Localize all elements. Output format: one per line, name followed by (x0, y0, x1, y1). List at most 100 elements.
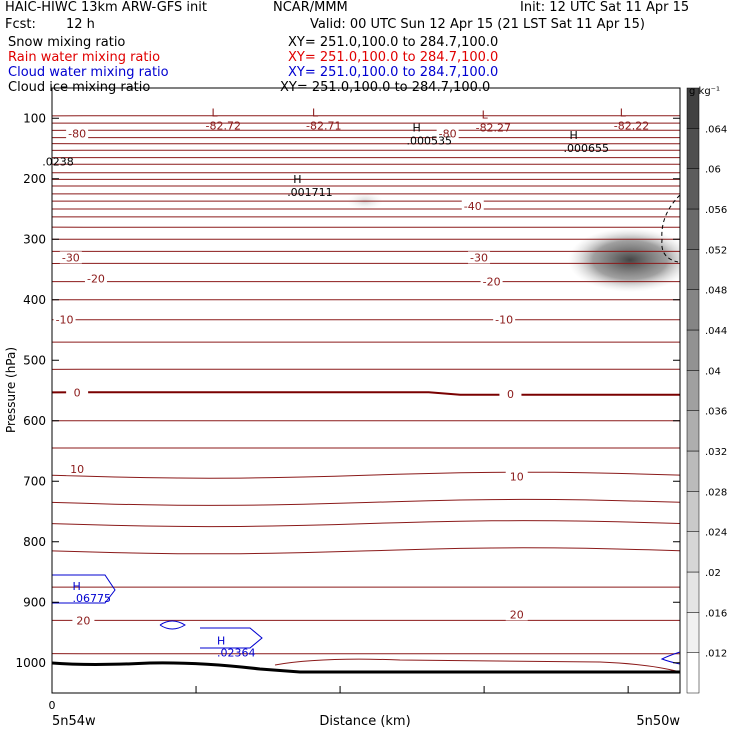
cloud-water-mark: H (217, 635, 225, 648)
label-background (493, 313, 516, 326)
colorbar-swatch (686, 208, 700, 250)
extremum-mark: H (293, 173, 301, 186)
label-background (505, 608, 528, 621)
cloud-water-mark: H (73, 580, 81, 593)
colorbar-swatch (686, 289, 700, 331)
valid-time: Valid: 00 UTC Sun 12 Apr 15 (21 LST Sat … (310, 17, 645, 32)
y-tick-label: 500 (23, 353, 46, 367)
field-rain-xy: XY= 251.0,100.0 to 284.7,100.0 (288, 50, 499, 65)
y-tick-label: 700 (23, 474, 46, 488)
label-background (59, 251, 82, 264)
fcst-label: Fcst: (5, 17, 36, 32)
label-background (499, 388, 522, 401)
y-tick-label: 900 (23, 595, 46, 609)
field-rain-name: Rain water mixing ratio (8, 50, 161, 65)
colorbar-tick-label: .052 (705, 245, 727, 256)
label-background (66, 386, 89, 399)
colorbar-tick-label: .056 (705, 205, 727, 216)
extremum-value: .001711 (287, 186, 333, 199)
extremum-value: .0238 (42, 156, 74, 169)
isotherm-label: -20 (87, 273, 105, 286)
extremum-value: -82.71 (306, 119, 341, 132)
init-time: Init: 12 UTC Sat 11 Apr 15 (520, 0, 690, 15)
y-tick-label: 400 (23, 293, 46, 307)
extremum-mark: L (212, 106, 219, 119)
isotherm-line (52, 520, 680, 528)
x-start-tick: 0 (49, 699, 56, 712)
plot-area (52, 115, 680, 674)
y-tick-label: 800 (23, 535, 46, 549)
extremum-value: -82.72 (206, 119, 241, 132)
label-background (66, 127, 89, 140)
colorbar-swatch (686, 370, 700, 411)
isotherm-label: -80 (439, 127, 457, 140)
colorbar-tick-label: .048 (705, 286, 727, 297)
y-tick-label: 300 (23, 232, 46, 246)
colorbar-swatch (686, 571, 700, 613)
label-background (72, 614, 95, 627)
cloud-water-value: .02364 (217, 647, 256, 660)
colorbar-swatch (686, 87, 700, 129)
field-cloudwater-name: Cloud water mixing ratio (8, 65, 169, 80)
extremum-mark: L (620, 106, 627, 119)
plot-frame (51, 87, 681, 694)
colorbar-swatch (686, 249, 700, 290)
org-label: NCAR/MMM (273, 0, 348, 15)
label-background (461, 199, 484, 212)
colorbar: .012 .016 .02 .024 .028 .032 .036 .04 .044 .048 .0… (686, 86, 727, 694)
ice-shading (568, 228, 680, 292)
isotherm-label: -20 (483, 276, 501, 289)
cloud-water-contour (52, 574, 116, 604)
label-background (468, 251, 491, 264)
isotherm-label: -30 (470, 251, 488, 264)
label-background (436, 127, 459, 140)
colorbar-swatch (686, 612, 700, 653)
label-background (505, 470, 528, 483)
isotherm-line (52, 391, 680, 396)
colorbar-swatch (686, 410, 700, 452)
isotherm-label: 20 (76, 614, 90, 627)
colorbar-swatch (686, 531, 700, 573)
cloud-ice-contour (661, 194, 680, 263)
colorbar-unit: g kg⁻¹ (689, 86, 720, 97)
y-tick-label: 600 (23, 414, 46, 428)
extremum-mark: L (482, 109, 489, 122)
colorbar-swatch (686, 329, 700, 371)
isotherm-label: -10 (56, 314, 74, 327)
y-tick-label: 100 (23, 111, 46, 125)
model-title: HAIC-HIWC 13km ARW-GFS init (5, 0, 207, 15)
isotherm-label: -30 (62, 251, 80, 264)
extremum-value: .000655 (564, 142, 610, 155)
colorbar-swatch (686, 128, 700, 169)
colorbar-tick-label: .036 (705, 407, 727, 418)
isotherm-label: 0 (507, 388, 514, 401)
extremum-mark: H (413, 121, 421, 134)
x-right-location: 5n50w (636, 714, 680, 729)
isotherm-label: 10 (510, 470, 524, 483)
isotherm-line (52, 498, 680, 506)
y-axis-label: Pressure (hPa) (4, 347, 18, 433)
extremum-value: -82.27 (476, 122, 511, 135)
isotherm-label: -40 (464, 200, 482, 213)
colorbar-tick-label: .016 (705, 608, 727, 619)
field-cloudwater-xy: XY= 251.0,100.0 to 284.7,100.0 (288, 65, 499, 80)
cloud-water-contour (159, 620, 186, 630)
isotherm-label: 20 (510, 608, 524, 621)
isotherm-line (52, 471, 680, 479)
colorbar-swatch (686, 168, 700, 210)
colorbar-tick-label: .012 (705, 649, 727, 660)
isotherm-label: -10 (495, 314, 513, 327)
colorbar-tick-label: .06 (705, 165, 721, 176)
x-left-location: 5n54w (52, 714, 96, 729)
label-background (480, 275, 503, 288)
isotherm-label: -80 (68, 127, 86, 140)
extremum-value: .000535 (407, 134, 453, 147)
isotherm-line (274, 658, 680, 673)
colorbar-tick-label: .044 (705, 326, 727, 337)
surface-line (52, 661, 680, 674)
extremum-mark: H (570, 129, 578, 142)
x-axis-label: Distance (km) (319, 714, 410, 729)
y-tick-label: 200 (23, 172, 46, 186)
